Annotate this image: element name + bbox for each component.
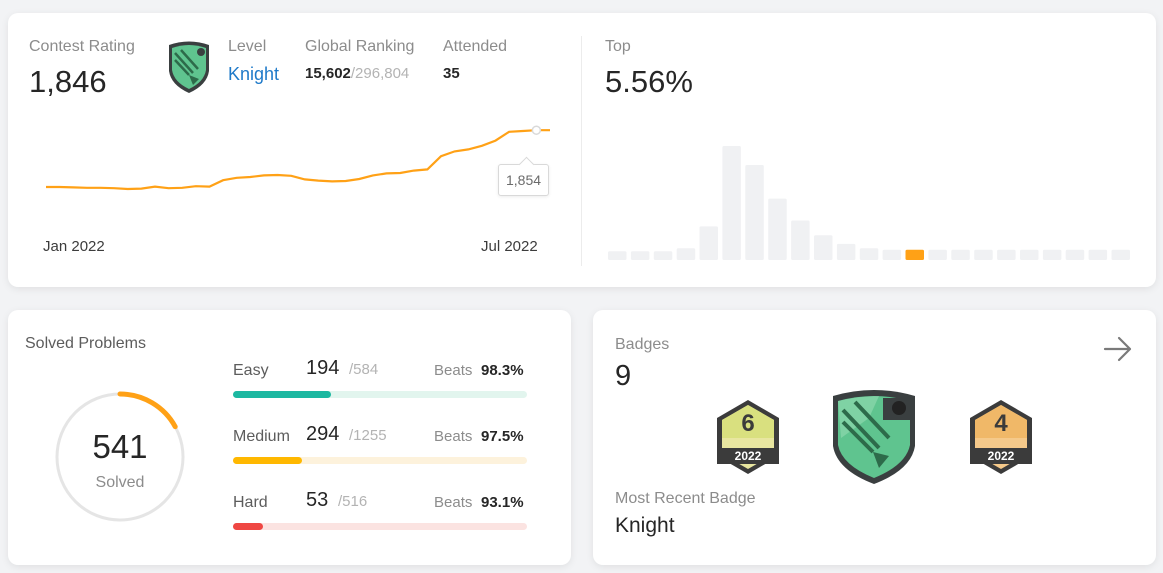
difficulty-total: /516 xyxy=(338,493,368,510)
solved-progress-ring xyxy=(55,391,185,522)
badge-year: 2022 xyxy=(987,449,1015,463)
top-percentage: 5.56% xyxy=(605,64,693,99)
distribution-bar[interactable] xyxy=(745,165,764,260)
difficulty-count: 294 xyxy=(306,423,340,445)
rating-tooltip: 1,854 xyxy=(498,164,550,196)
global-ranking-value: 15,602/296,804 xyxy=(305,65,409,82)
difficulty-name: Easy xyxy=(233,362,269,379)
beats-percentage: 93.1% xyxy=(481,494,524,511)
distribution-bar[interactable] xyxy=(630,251,650,260)
beats-percentage: 98.3% xyxy=(481,362,524,379)
knight-level-icon xyxy=(163,39,215,95)
x-axis-end-label: Jul 2022 xyxy=(481,238,538,255)
difficulty-name: Medium xyxy=(233,428,290,445)
distribution-bar[interactable] xyxy=(974,249,993,260)
distribution-bar[interactable] xyxy=(997,249,1016,260)
solved-problems-card: Solved Problems 541 Solved Easy 194 /584… xyxy=(8,310,571,565)
level-label: Level xyxy=(228,38,267,55)
difficulty-progress-bar xyxy=(233,523,527,530)
x-axis-start-label: Jan 2022 xyxy=(43,238,105,255)
distribution-bar[interactable] xyxy=(722,146,741,260)
global-rank: 15,602 xyxy=(305,65,351,82)
beats-percentage: 97.5% xyxy=(481,428,524,445)
rating-highlight-point[interactable] xyxy=(531,125,542,135)
solved-sub-label: Solved xyxy=(95,474,145,491)
distribution-bar[interactable] xyxy=(928,249,947,260)
badges-title: Badges xyxy=(615,336,670,353)
level-value[interactable]: Knight xyxy=(228,64,280,84)
distribution-bar[interactable] xyxy=(768,198,787,260)
solved-count: 541 xyxy=(92,428,148,465)
distribution-bar[interactable] xyxy=(1042,249,1062,260)
difficulty-progress-bar xyxy=(233,457,527,464)
distribution-bar-highlight[interactable] xyxy=(905,249,925,260)
contest-rating-value: 1,846 xyxy=(29,64,107,99)
badge-year: 2022 xyxy=(734,449,762,463)
contest-card: Contest Rating 1,846 Level Knight Global… xyxy=(8,13,1156,287)
most-recent-badge-label: Most Recent Badge xyxy=(615,490,756,507)
difficulty-progress-fill xyxy=(233,391,331,398)
distribution-bar[interactable] xyxy=(1088,249,1108,260)
distribution-bar[interactable] xyxy=(859,248,879,260)
top-label: Top xyxy=(605,38,631,55)
arrow-right-icon[interactable] xyxy=(1101,334,1135,364)
solved-problems-title: Solved Problems xyxy=(25,335,146,352)
rating-line xyxy=(46,129,550,191)
difficulty-progress-fill xyxy=(233,457,302,464)
badges-count: 9 xyxy=(615,360,632,392)
knight-shield-icon[interactable] xyxy=(829,388,919,486)
distribution-bar[interactable] xyxy=(699,226,719,260)
april-2022-badge-icon[interactable]: 4 2022 xyxy=(966,398,1036,476)
distribution-bar[interactable] xyxy=(951,249,970,260)
attended-label: Attended xyxy=(443,38,508,55)
badges-card: Badges 9 6 2022 xyxy=(593,310,1156,565)
distribution-bar[interactable] xyxy=(608,251,627,260)
distribution-bar[interactable] xyxy=(653,251,673,260)
difficulty-total: /584 xyxy=(349,361,379,378)
rating-line-chart[interactable] xyxy=(38,113,558,223)
distribution-bar[interactable] xyxy=(882,249,902,260)
difficulty-progress-bar xyxy=(233,391,527,398)
global-total: /296,804 xyxy=(350,65,410,82)
distribution-bar[interactable] xyxy=(1065,249,1085,260)
contest-rating-label: Contest Rating xyxy=(29,38,135,55)
attended-value: 35 xyxy=(443,65,460,82)
distribution-bar[interactable] xyxy=(676,248,696,260)
difficulty-name: Hard xyxy=(233,494,268,511)
beats-label: Beats xyxy=(434,362,473,379)
distribution-bar[interactable] xyxy=(814,235,833,260)
difficulty-progress-fill xyxy=(233,523,264,530)
badge-number: 6 xyxy=(741,410,755,437)
rating-distribution-chart[interactable] xyxy=(608,138,1130,260)
distribution-bar[interactable] xyxy=(791,220,810,261)
difficulty-count: 194 xyxy=(306,357,340,379)
contest-divider xyxy=(581,36,582,266)
ring-progress xyxy=(117,391,178,430)
most-recent-badge-name: Knight xyxy=(615,514,675,537)
distribution-bar[interactable] xyxy=(836,243,856,260)
beats-label: Beats xyxy=(434,494,473,511)
distribution-bar[interactable] xyxy=(1020,249,1039,260)
badge-number: 4 xyxy=(994,410,1008,437)
distribution-bar[interactable] xyxy=(1111,249,1131,260)
difficulty-count: 53 xyxy=(306,489,329,511)
beats-label: Beats xyxy=(434,428,473,445)
june-2022-badge-icon[interactable]: 6 2022 xyxy=(713,398,783,476)
global-ranking-label: Global Ranking xyxy=(305,38,415,55)
difficulty-total: /1255 xyxy=(349,427,387,444)
